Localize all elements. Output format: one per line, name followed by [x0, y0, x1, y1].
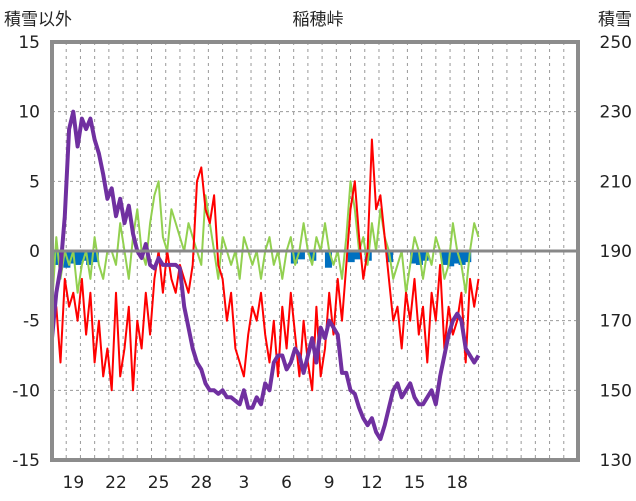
bar-mark-2-21 — [452, 251, 460, 264]
x-tick-label-5: 6 — [281, 473, 292, 493]
left-tick-label-3: 0 — [29, 242, 40, 262]
x-axis-ticks: 19 22 25 28 3 6 9 12 15 18 — [63, 473, 468, 493]
plot-frame — [50, 40, 580, 462]
right-tick-label-1: 230 — [600, 103, 632, 123]
bar-mark-2-12 — [347, 251, 355, 263]
right-axis-ticks: 250 230 210 190 170 150 130 — [600, 33, 632, 471]
x-tick-label-2: 25 — [148, 473, 170, 493]
right-tick-label-3: 190 — [600, 242, 632, 262]
x-tick-label-3: 28 — [190, 473, 212, 493]
bar-mark-2-11 — [324, 251, 332, 268]
bar-mark-2-22 — [458, 251, 466, 265]
bar-mark-2-3 — [69, 251, 77, 264]
bar-mark-2-16 — [410, 251, 418, 264]
bar-mark-2-18 — [421, 251, 429, 261]
left-tick-label-6: -15 — [12, 451, 40, 471]
x-tick-label-8: 15 — [404, 473, 426, 493]
x-tick-label-7: 12 — [361, 473, 383, 493]
bar-mark-2-6 — [86, 251, 94, 265]
right-tick-label-6: 130 — [600, 451, 632, 471]
bar-mark-2-19 — [441, 251, 449, 265]
x-tick-label-9: 18 — [446, 473, 468, 493]
chart-title: 稲穂峠 — [293, 10, 344, 30]
left-axis-ticks: 15 10 5 0 -5 -10 -15 — [12, 33, 40, 471]
right-tick-label-4: 170 — [600, 312, 632, 332]
x-tick-label-6: 9 — [324, 473, 335, 493]
left-tick-label-1: 10 — [18, 103, 40, 123]
bar-mark-2-9 — [297, 251, 305, 260]
right-axis-label: 積雪 — [598, 10, 632, 30]
left-tick-label-0: 15 — [18, 33, 40, 53]
x-tick-label-4: 3 — [239, 473, 250, 493]
bar-mark-2-23 — [464, 251, 472, 263]
bar-mark-2-13 — [353, 251, 361, 260]
left-tick-label-2: 5 — [29, 172, 40, 192]
right-tick-label-5: 150 — [600, 381, 632, 401]
bar-mark-2-4 — [74, 251, 82, 265]
bar-mark-2-20 — [447, 251, 455, 267]
left-tick-label-5: -10 — [12, 381, 40, 401]
right-tick-label-0: 250 — [600, 33, 632, 53]
series-line-1 — [51, 138, 480, 392]
series-line-3 — [50, 109, 481, 442]
right-tick-label-2: 210 — [600, 172, 632, 192]
x-tick-label-0: 19 — [63, 473, 85, 493]
left-axis-label: 積雪以外 — [4, 10, 72, 30]
bar-mark-2-7 — [91, 251, 99, 263]
left-tick-label-4: -5 — [23, 312, 40, 332]
x-tick-label-1: 22 — [105, 473, 127, 493]
